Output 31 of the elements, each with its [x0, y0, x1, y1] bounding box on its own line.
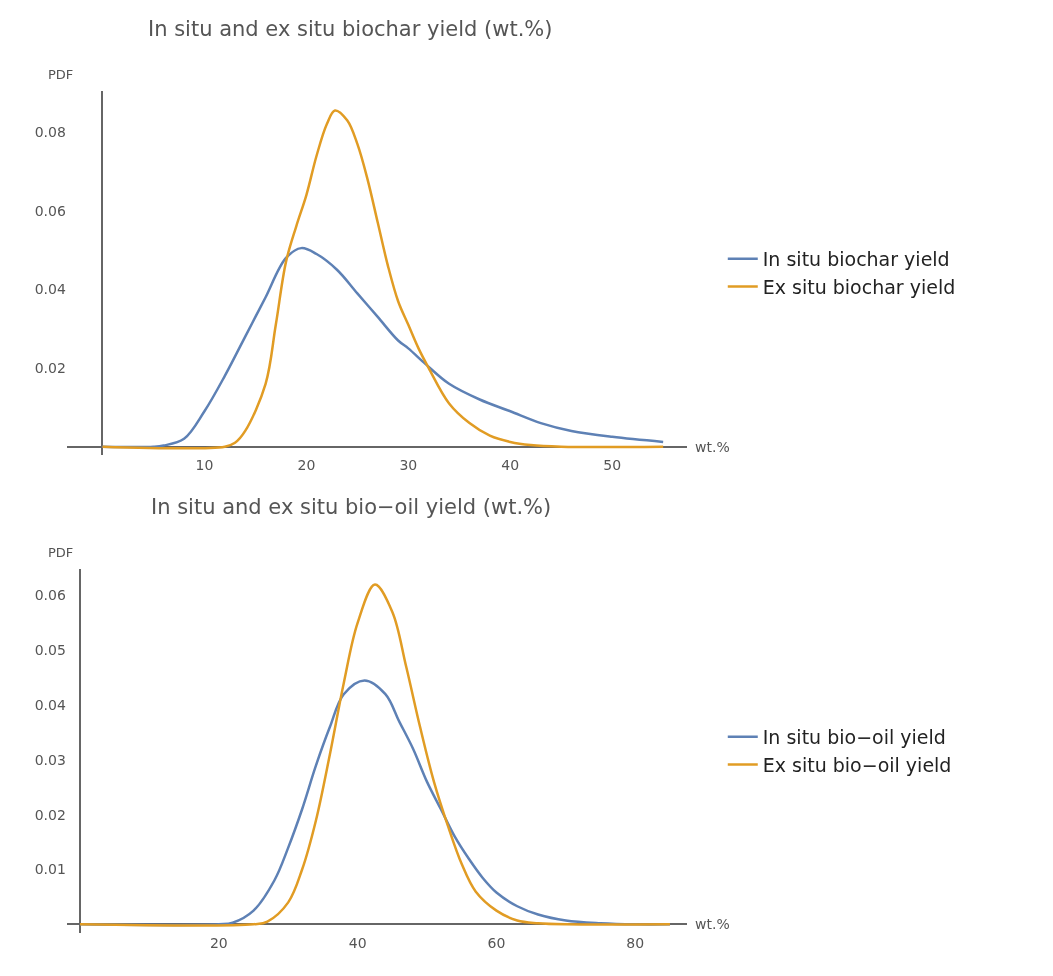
x-tick-label: 30 [399, 456, 418, 473]
x-tick-label: 60 [487, 934, 506, 951]
y-tick-label: 0.08 [34, 124, 66, 141]
y-tick-label: 0.03 [34, 751, 66, 768]
y-axis-title: PDF [48, 67, 74, 82]
y-tick-label: 0.05 [34, 642, 66, 659]
line-series [78, 583, 672, 927]
legend-label: Ex situ bio−oil yield [762, 753, 952, 776]
y-tick-label: 0.06 [34, 587, 66, 604]
y-axis-title: PDF [48, 545, 74, 560]
legend-label: In situ biochar yield [762, 248, 950, 271]
x-tick-label: 10 [195, 456, 214, 473]
line-series [101, 246, 665, 449]
x-tick-label: 80 [626, 934, 645, 951]
y-tick-label: 0.01 [34, 861, 66, 878]
x-axis-title: wt.% [695, 439, 730, 455]
y-tick-label: 0.02 [34, 359, 66, 376]
y-tick-label: 0.04 [34, 281, 66, 298]
chart-title: In situ and ex situ biochar yield (wt.%) [148, 17, 553, 41]
x-tick-label: 50 [603, 456, 622, 473]
chart-title: In situ and ex situ bio−oil yield (wt.%) [151, 495, 552, 519]
y-tick-label: 0.04 [34, 697, 66, 714]
y-tick-label: 0.02 [34, 806, 66, 823]
x-tick-label: 40 [501, 456, 520, 473]
legend-label: Ex situ biochar yield [762, 275, 956, 298]
x-tick-label: 40 [348, 934, 367, 951]
x-tick-label: 20 [209, 934, 228, 951]
legend-label: In situ bio−oil yield [762, 726, 946, 749]
x-axis-title: wt.% [695, 916, 730, 932]
x-tick-label: 20 [297, 456, 316, 473]
y-tick-label: 0.06 [34, 202, 66, 219]
